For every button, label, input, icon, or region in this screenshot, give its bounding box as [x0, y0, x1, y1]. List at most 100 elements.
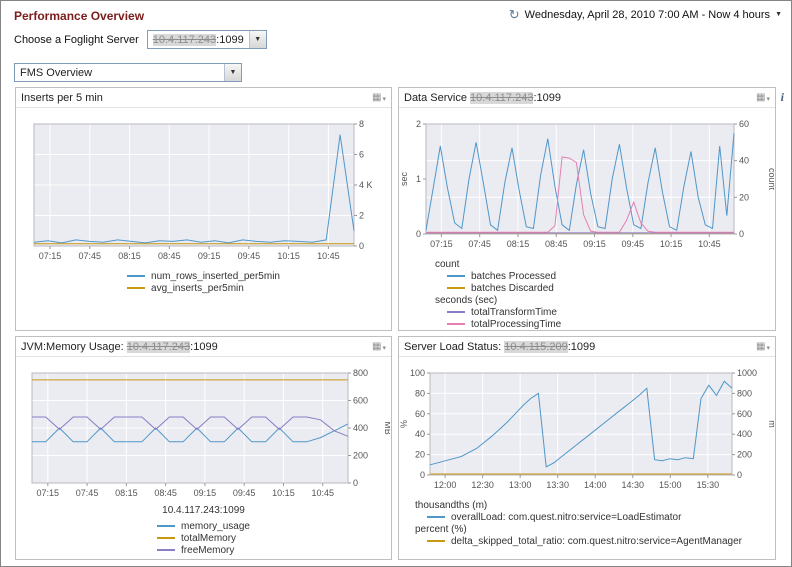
server-port: :1099: [533, 91, 561, 104]
server-load-chart[interactable]: 0 20 40 60 80 100% 0 200 400 600 800 1000 m 12:00 12:3…: [399, 359, 777, 497]
panel-title: Inserts per 5 min: [21, 92, 372, 104]
dropdown-arrow-icon: ▼: [254, 36, 262, 43]
svg-text:12:30: 12:30: [471, 480, 494, 490]
chart-options-icon[interactable]: ▦ ▾: [372, 340, 386, 352]
arrow-glyph: ▾: [382, 344, 386, 352]
info-icon[interactable]: i: [780, 90, 784, 104]
panel-title-text: JVM:Memory Usage:: [21, 340, 127, 353]
svg-text:09:15: 09:15: [197, 251, 220, 261]
server-port: :1099: [216, 33, 244, 46]
svg-text:200: 200: [737, 450, 752, 460]
svg-text:600: 600: [737, 409, 752, 419]
svg-text:40: 40: [415, 429, 425, 439]
redacted-server-ip: 10.4.115.209: [504, 340, 568, 353]
legend-group-text: percent (%): [415, 523, 467, 535]
panel-data-service: Data Service 10.4.117.243:1099 ▦ ▾ 0 1 2 sec…: [398, 87, 777, 331]
svg-text:10:45: 10:45: [311, 488, 334, 498]
svg-text:07:45: 07:45: [78, 251, 101, 261]
view-selector-dropdown[interactable]: FMS Overview ▼: [14, 63, 242, 82]
server-picker-value: 10.4.117.243:1099: [148, 31, 249, 48]
svg-text:MB: MB: [383, 421, 390, 435]
panel-header: Data Service 10.4.117.243:1099 ▦ ▾: [399, 88, 775, 108]
svg-text:08:45: 08:45: [545, 239, 568, 249]
data-service-chart[interactable]: 0 1 2 sec 0 20 40 60 count 07:15 07:45 08:15 08:45 09…: [399, 110, 777, 256]
legend-item: totalMemory: [157, 532, 250, 544]
legend-label: totalMemory: [181, 532, 237, 544]
svg-text:60: 60: [415, 409, 425, 419]
chart-options-icon[interactable]: ▦ ▾: [756, 340, 770, 352]
svg-text:80: 80: [415, 388, 425, 398]
svg-text:100: 100: [410, 368, 425, 378]
legend-group-text: count: [435, 258, 460, 270]
series-swatch: [127, 275, 146, 277]
svg-text:09:45: 09:45: [622, 239, 645, 249]
grid-glyph: ▦: [756, 340, 766, 352]
legend-label: memory_usage: [181, 520, 250, 532]
svg-text:07:45: 07:45: [468, 239, 491, 249]
legend-group-label: thousandths (m): [415, 499, 775, 511]
legend-label: delta_skipped_total_ratio: com.quest.nit…: [451, 535, 743, 547]
chart-options-icon[interactable]: ▦ ▾: [372, 92, 386, 103]
arrow-glyph: ▾: [766, 344, 770, 352]
dropdown-arrow-button[interactable]: ▼: [248, 31, 266, 48]
svg-text:13:30: 13:30: [546, 480, 569, 490]
legend-item: num_rows_inserted_per5min: [127, 270, 280, 282]
series-swatch: [447, 275, 465, 277]
inserts-chart[interactable]: 0 2 4 K 6 8 07:15 07:45 08:15 08:45 09:15 09:45 10:…: [18, 110, 390, 268]
svg-text:6: 6: [359, 150, 364, 160]
svg-text:13:00: 13:00: [509, 480, 532, 490]
redacted-server-ip: 10.4.117.243: [470, 91, 534, 104]
svg-text:400: 400: [353, 423, 368, 433]
legend-item: delta_skipped_total_ratio: com.quest.nit…: [415, 535, 775, 547]
svg-text:60: 60: [739, 119, 749, 129]
svg-text:08:45: 08:45: [158, 251, 181, 261]
panel-title: Server Load Status: 10.4.115.209:1099: [404, 340, 756, 353]
view-selector-value: FMS Overview: [20, 66, 93, 79]
svg-text:08:15: 08:15: [507, 239, 530, 249]
series-swatch: [447, 323, 465, 325]
svg-text:10:15: 10:15: [660, 239, 683, 249]
svg-text:07:15: 07:15: [36, 488, 59, 498]
chart-legend: thousandths (m) overallLoad: com.quest.n…: [399, 499, 775, 547]
server-port: :1099: [567, 340, 596, 353]
svg-text:1: 1: [416, 174, 421, 184]
legend-item: freeMemory: [157, 544, 250, 556]
svg-text:40: 40: [739, 156, 749, 166]
svg-text:0: 0: [416, 229, 421, 239]
dropdown-arrow-button[interactable]: ▼: [224, 64, 241, 81]
svg-text:10:15: 10:15: [272, 488, 295, 498]
legend-item: totalProcessingTime: [435, 318, 775, 330]
panel-jvm-memory-usage: JVM:Memory Usage: 10.4.117.243:1099 ▦ ▾ 0…: [15, 336, 393, 560]
svg-text:09:45: 09:45: [237, 251, 260, 261]
redacted-server-ip: 10.4.117.243: [126, 340, 191, 353]
grid-glyph: ▦: [372, 340, 382, 352]
svg-text:10:45: 10:45: [317, 251, 340, 261]
svg-text:10:45: 10:45: [698, 239, 721, 249]
legend-label: totalProcessingTime: [471, 318, 562, 330]
svg-text:m: m: [767, 420, 774, 428]
svg-text:800: 800: [737, 388, 752, 398]
chart-options-icon[interactable]: ▦ ▾: [756, 91, 770, 103]
svg-text:07:45: 07:45: [75, 488, 98, 498]
svg-text:14:00: 14:00: [584, 480, 607, 490]
legend-group-text: thousandths (m): [415, 499, 488, 511]
grid-glyph: ▦: [756, 91, 766, 103]
legend-label: batches Discarded: [471, 282, 554, 294]
svg-text:0: 0: [739, 229, 744, 239]
server-picker-dropdown[interactable]: 10.4.117.243:1099 ▼: [146, 30, 267, 49]
svg-text:200: 200: [353, 451, 368, 461]
time-range-control[interactable]: ↻ Wednesday, April 28, 2010 7:00 AM - No…: [509, 8, 782, 21]
server-picker-row: Choose a Foglight Server 10.4.117.243:10…: [14, 30, 267, 49]
legend-label: num_rows_inserted_per5min: [151, 270, 280, 282]
svg-text:08:15: 08:15: [118, 251, 141, 261]
legend-label: totalTransformTime: [471, 306, 557, 318]
svg-text:15:00: 15:00: [659, 480, 682, 490]
svg-text:14:30: 14:30: [622, 480, 645, 490]
jvm-memory-chart[interactable]: 0 200 400 600 800 MB 07:15 07:45 08:15 08:45 09:15…: [18, 359, 393, 505]
svg-text:20: 20: [739, 192, 749, 202]
series-swatch: [157, 549, 176, 551]
legend-group-label: count: [435, 258, 775, 270]
legend-label: batches Processed: [471, 270, 557, 282]
server-picker-label: Choose a Foglight Server: [14, 33, 139, 46]
